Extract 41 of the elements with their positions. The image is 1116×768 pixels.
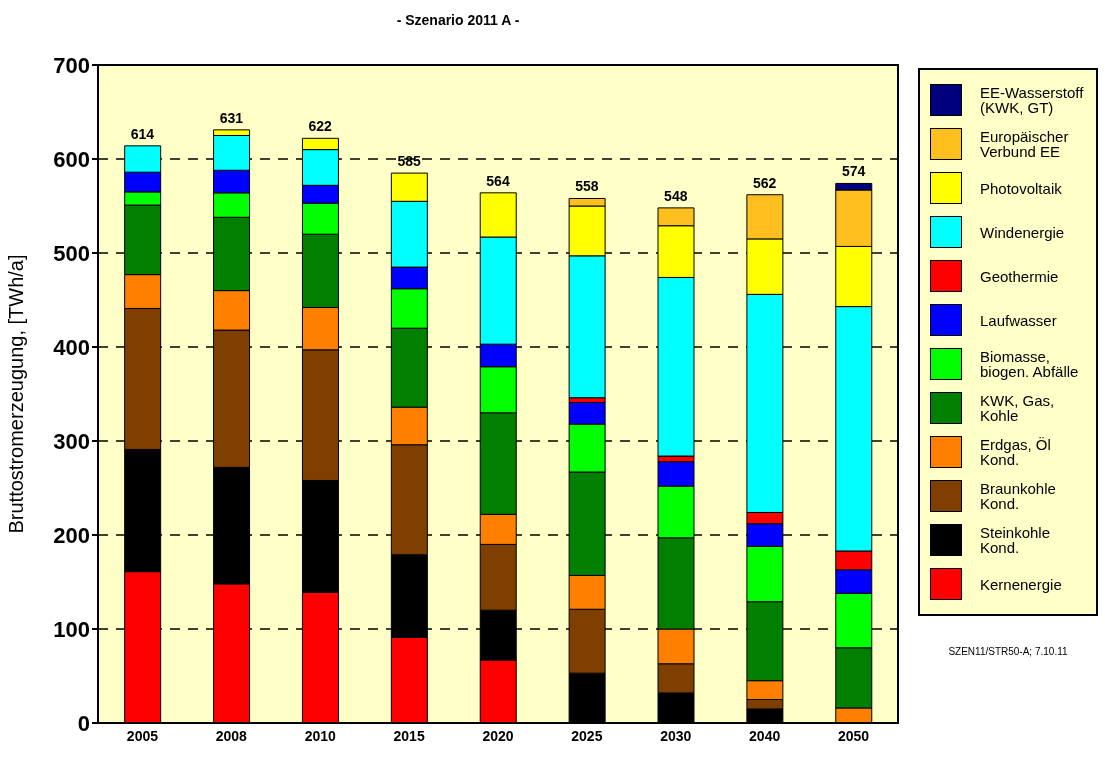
legend-label: Biomasse, biogen. Abfälle (980, 348, 1080, 380)
total-label: 631 (219, 109, 244, 126)
y-axis-title: Bruttostromerzeugung, [TWh/a] (5, 254, 28, 534)
y-tick-label: 700 (53, 52, 90, 78)
total-label: 558 (575, 178, 599, 195)
total-label: 564 (486, 172, 510, 189)
y-tick-label: 300 (53, 428, 90, 454)
total-label: 574 (841, 163, 866, 180)
total-label: 622 (308, 118, 333, 135)
y-tick-label: 200 (53, 522, 90, 548)
y-tick-label: 100 (53, 616, 90, 642)
y-tick-label: 400 (53, 334, 90, 360)
legend-label: Braunkohle Kond. (980, 480, 1057, 512)
legend-label: Photovoltaik (980, 179, 1062, 197)
legend-label: Laufwasser (980, 311, 1057, 329)
x-tick-label: 2020 (482, 727, 514, 744)
x-tick-label: 2015 (393, 727, 425, 744)
x-tick-label: 2040 (749, 727, 781, 744)
legend-label: KWK, Gas, Kohle (980, 392, 1056, 424)
legend-label: Kernenergie (980, 575, 1062, 593)
chart-title: - Szenario 2011 A - (395, 12, 521, 28)
x-tick-label: 2050 (837, 727, 870, 744)
total-label: 585 (397, 153, 421, 170)
legend-label: Geothermie (980, 267, 1059, 285)
y-tick-label: 500 (53, 240, 90, 266)
x-tick-label: 2010 (304, 727, 336, 744)
total-label: 562 (752, 174, 777, 191)
y-tick-label: 600 (53, 146, 90, 172)
legend-label: Europäischer Verbund EE (980, 128, 1070, 160)
legend-label: EE-Wasserstoff (KWK, GT) (980, 84, 1085, 116)
total-label: 614 (130, 125, 155, 142)
x-tick-label: 2025 (571, 727, 603, 744)
x-tick-label: 2005 (126, 727, 159, 744)
x-tick-label: 2030 (660, 727, 692, 744)
text: SZEN11/STR50-A; 7.10.11 (947, 646, 1069, 657)
legend-label: Steinkohle Kond. (980, 524, 1052, 556)
y-tick-label: 0 (77, 710, 90, 736)
legend-label: Windenergie (980, 223, 1065, 241)
legend-label: Erdgas, Öl Kond. (980, 436, 1052, 468)
total-label: 548 (664, 187, 688, 204)
x-tick-label: 2008 (215, 727, 248, 744)
